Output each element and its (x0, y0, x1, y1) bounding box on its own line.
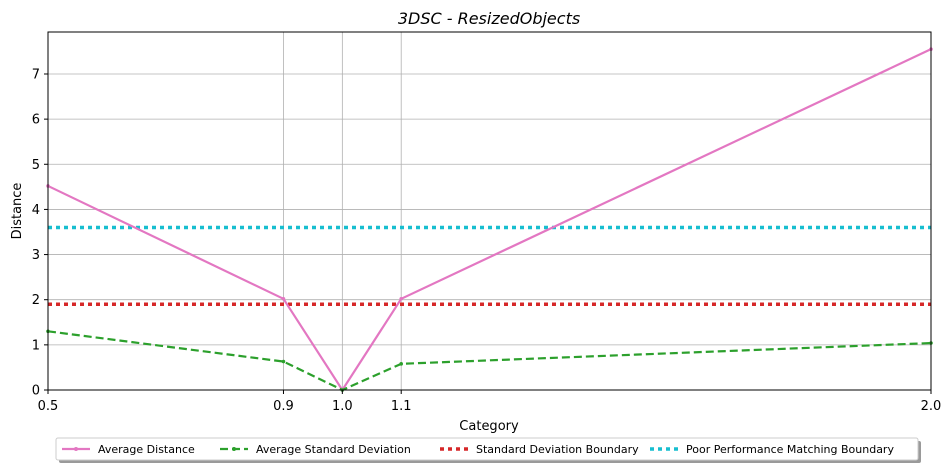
y-axis-ticks: 0 1 2 3 4 5 6 7 (32, 67, 48, 399)
x-tick-label: 1.1 (391, 399, 412, 414)
x-tick-label: 0.5 (38, 399, 59, 414)
legend-label: Poor Performance Matching Boundary (686, 443, 894, 456)
reference-lines (48, 225, 931, 306)
series-line (47, 48, 932, 393)
legend-label: Average Distance (98, 443, 195, 456)
x-axis-ticks: 0.5 0.9 1.0 1.1 2.0 (38, 390, 942, 414)
x-tick-label: 1.0 (332, 399, 353, 414)
x-tick-label: 2.0 (921, 399, 942, 414)
legend-label: Standard Deviation Boundary (476, 443, 639, 456)
data-point (399, 297, 404, 301)
y-tick-label: 1 (32, 338, 40, 353)
chart-title: 3DSC - ResizedObjects (398, 9, 580, 28)
y-tick-label: 3 (32, 248, 40, 263)
y-tick-label: 4 (32, 203, 40, 218)
legend: Average Distance Average Standard Deviati… (55, 437, 921, 463)
x-axis-label: Category (459, 419, 519, 434)
legend-marker (74, 447, 78, 451)
y-tick-label: 5 (32, 158, 40, 173)
grid (48, 32, 931, 390)
y-tick-label: 0 (32, 384, 40, 399)
data-point (399, 362, 404, 366)
series-line (47, 330, 932, 392)
series-lines (46, 47, 933, 393)
x-tick-label: 0.9 (273, 399, 294, 414)
legend-label: Average Standard Deviation (256, 443, 411, 456)
y-axis-label: Distance (10, 183, 25, 240)
y-tick-label: 6 (32, 113, 40, 128)
plot-frame (47, 31, 932, 391)
y-tick-label: 2 (32, 293, 40, 308)
y-tick-label: 7 (32, 67, 40, 82)
data-point (281, 359, 286, 364)
data-point (281, 297, 286, 301)
legend-box (55, 437, 919, 461)
legend-marker (232, 447, 236, 451)
